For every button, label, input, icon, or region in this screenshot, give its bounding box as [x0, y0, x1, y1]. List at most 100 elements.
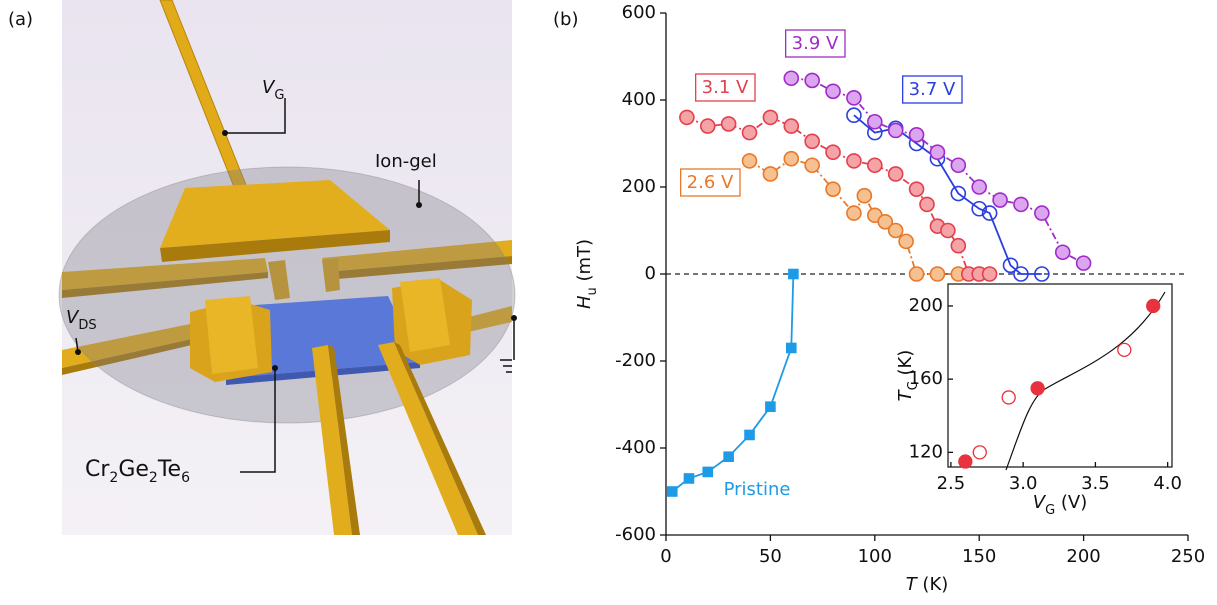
marker — [950, 157, 967, 174]
marker — [866, 113, 883, 130]
marker — [846, 107, 862, 124]
marker — [972, 445, 987, 460]
x-tick-label: 50 — [759, 546, 782, 567]
x-tick-label: 200 — [1066, 546, 1100, 567]
marker — [1002, 257, 1019, 274]
marker — [1034, 266, 1050, 282]
marker — [783, 150, 800, 167]
y-tick-label: -200 — [615, 350, 656, 371]
marker — [981, 266, 998, 282]
panel-label: (b) — [553, 9, 578, 30]
symbol: V — [1033, 492, 1047, 513]
subscript: u — [585, 287, 600, 295]
series-label: 2.6 V — [687, 172, 734, 193]
axis-label: TC (K) — [895, 350, 921, 402]
y-tick-label: -600 — [615, 524, 656, 545]
symbol: T — [895, 388, 916, 401]
subscript: G — [1045, 503, 1055, 518]
marker — [877, 214, 894, 230]
marker — [723, 451, 734, 463]
y-tick-label: 200 — [622, 176, 656, 197]
marker — [762, 166, 779, 182]
marker — [940, 222, 956, 239]
unit: (V) — [1055, 492, 1087, 513]
series-label: 3.7 V — [909, 79, 956, 100]
series-label-box — [902, 75, 963, 104]
marker — [1054, 244, 1071, 261]
flake-label: Cr2Ge2Te6 — [85, 457, 190, 486]
series-label: Pristine — [724, 479, 791, 500]
series-label: 3.1 V — [702, 77, 749, 98]
symbol: V — [262, 77, 276, 98]
series-line — [853, 114, 1042, 275]
axis-label: Hu (mT) — [574, 239, 600, 309]
axis-label: T (K) — [906, 574, 949, 595]
series-label-box — [680, 168, 741, 197]
marker — [744, 429, 755, 441]
marker — [846, 205, 862, 221]
marker — [929, 266, 946, 282]
marker — [741, 153, 758, 169]
marker — [1001, 390, 1016, 405]
marker — [765, 401, 776, 412]
symbol: V — [66, 307, 80, 328]
series-line — [791, 77, 1085, 264]
marker — [720, 116, 737, 132]
marker — [788, 268, 799, 280]
marker — [958, 454, 973, 469]
symbol: T — [906, 574, 919, 595]
x-tick-label: 0 — [660, 546, 671, 567]
subscript: 2 — [149, 470, 158, 486]
marker — [929, 144, 946, 160]
marker — [856, 187, 873, 204]
marker — [866, 157, 883, 174]
unit: (K) — [917, 574, 949, 595]
marker — [950, 185, 967, 202]
subscript: 2 — [109, 470, 118, 486]
y-tick-label: 600 — [622, 2, 656, 23]
element: Te — [157, 457, 181, 482]
gate-label: VG — [262, 77, 284, 103]
marker — [804, 157, 820, 174]
marker — [919, 196, 935, 213]
x-tick-label: 4.0 — [1153, 473, 1182, 494]
fit-curve — [1005, 291, 1166, 471]
marker — [992, 192, 1008, 208]
marker — [908, 127, 925, 143]
marker — [783, 118, 800, 134]
marker — [679, 109, 695, 126]
marker — [804, 72, 820, 89]
marker — [898, 233, 914, 250]
element: Ge — [118, 457, 149, 482]
y-tick-label: 400 — [622, 89, 656, 110]
marker — [887, 166, 904, 182]
marker — [1146, 298, 1161, 314]
marker — [1030, 381, 1045, 396]
subscript: G — [274, 88, 284, 103]
marker — [846, 90, 862, 106]
marker — [971, 179, 988, 195]
x-tick-label: 100 — [858, 546, 892, 567]
subscript: DS — [78, 318, 96, 333]
marker — [785, 342, 797, 354]
marker — [908, 181, 925, 197]
subscript: C — [906, 381, 921, 390]
series-line — [749, 157, 980, 275]
y-tick-label: -400 — [615, 437, 656, 458]
marker — [1013, 266, 1029, 282]
element: Cr — [85, 457, 110, 482]
y-tick-label: 120 — [909, 441, 943, 462]
inset-frame — [947, 283, 1173, 468]
y-tick-label: 0 — [645, 263, 656, 284]
marker — [908, 266, 925, 282]
iongel-label: Ion-gel — [375, 151, 437, 172]
series-label-box — [785, 29, 846, 58]
marker — [1075, 255, 1092, 271]
series-label: 3.9 V — [792, 33, 839, 54]
marker — [846, 153, 862, 169]
marker — [1117, 342, 1132, 358]
marker — [702, 466, 714, 478]
marker — [887, 122, 904, 139]
unit: (mT) — [574, 239, 595, 287]
